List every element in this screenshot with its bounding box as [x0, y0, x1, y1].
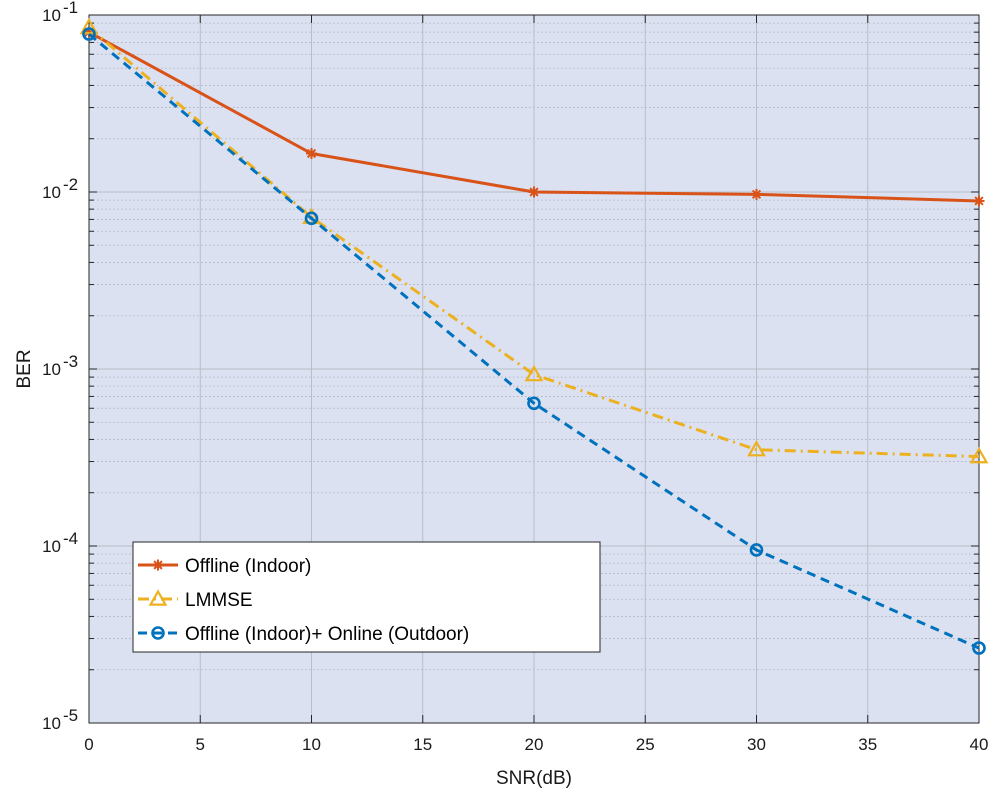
x-tick-label: 10	[302, 735, 321, 754]
asterisk-marker	[751, 188, 762, 200]
x-tick-label: 40	[970, 735, 989, 754]
y-tick-exponent: -4	[63, 529, 78, 548]
legend-item: LMMSE	[138, 589, 253, 611]
circle-marker	[972, 641, 986, 655]
x-tick-labels: 0 5 10 15 20 25 30 35 40	[84, 735, 988, 754]
triangle-marker	[79, 17, 99, 35]
x-tick-label: 5	[196, 735, 205, 754]
y-tick-label: 10	[42, 537, 61, 556]
y-tick-exponent: -5	[63, 706, 78, 725]
y-tick-exponent: -2	[63, 175, 78, 194]
legend-label: LMMSE	[185, 590, 253, 611]
legend-label: Offline (Indoor)+ Online (Outdoor)	[185, 624, 469, 645]
y-tick-label: 10	[42, 714, 61, 733]
x-tick-label: 15	[413, 735, 432, 754]
series-offline-indoor-online-outdoor	[82, 27, 986, 655]
x-tick-label: 20	[525, 735, 544, 754]
marker-stroke	[529, 187, 539, 197]
circle-marker	[527, 396, 541, 411]
y-tick-label: 10	[42, 360, 61, 379]
legend-box	[132, 541, 601, 653]
legend-label: Offline (Indoor)	[185, 556, 311, 577]
asterisk-marker	[152, 559, 164, 571]
asterisk-marker	[973, 195, 985, 207]
circle-marker	[151, 626, 165, 640]
x-tick-label: 0	[84, 735, 93, 754]
triangle-marker	[148, 589, 168, 606]
x-axis-label: SNR(dB)	[496, 768, 572, 789]
y-tick-exponent: -3	[63, 352, 78, 371]
series-offline-indoor	[83, 26, 985, 207]
marker-stroke	[153, 560, 163, 570]
legend: Offline (Indoor) LMMSE Offline (Indoor)+ O…	[132, 541, 601, 653]
circle-marker	[304, 211, 319, 226]
triangle-marker	[747, 439, 766, 457]
asterisk-marker	[528, 186, 540, 198]
series-line	[88, 32, 980, 650]
y-tick-label: 10	[42, 6, 61, 25]
marker-stroke	[306, 148, 317, 159]
y-tick-label: 10	[42, 183, 61, 202]
axis-ticks	[88, 14, 980, 724]
series-layer	[79, 17, 989, 655]
circle-marker	[749, 543, 764, 557]
triangle-marker	[969, 446, 989, 464]
x-tick-label: 30	[747, 735, 766, 754]
y-axis-label: BER	[14, 349, 35, 388]
marker-stroke	[974, 196, 984, 206]
marker-stroke	[751, 189, 762, 199]
triangle-marker	[524, 364, 544, 382]
y-tick-exponent: -1	[63, 0, 78, 17]
asterisk-marker	[306, 148, 317, 160]
legend-item: Offline (Indoor)	[138, 556, 311, 577]
y-tick-labels: 10-510-410-310-210-1	[42, 0, 78, 733]
legend-item: Offline (Indoor)+ Online (Outdoor)	[138, 624, 469, 645]
circle-marker	[82, 27, 96, 41]
x-tick-label: 35	[858, 735, 877, 754]
x-tick-label: 25	[636, 735, 655, 754]
legend-items: Offline (Indoor) LMMSE Offline (Indoor)+ O…	[138, 556, 469, 645]
series-line	[88, 26, 980, 459]
